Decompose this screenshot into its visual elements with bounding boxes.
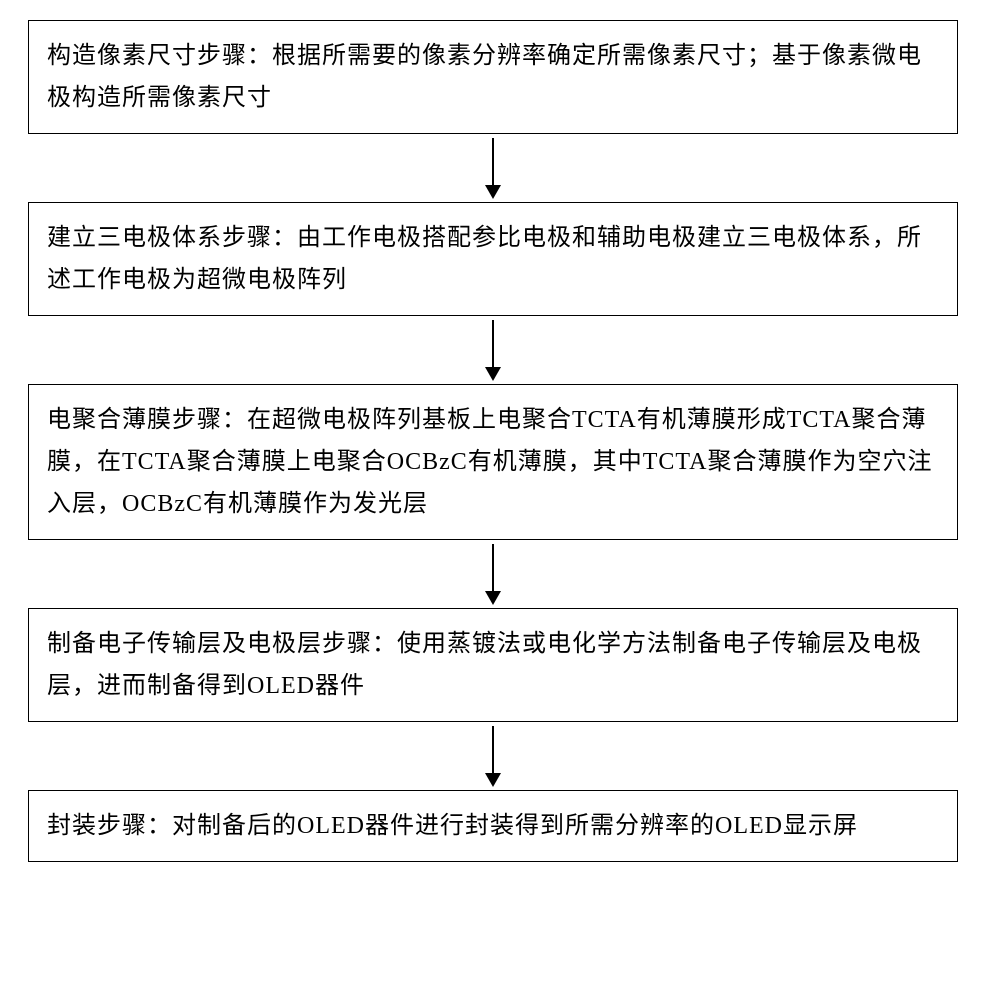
step-text: 建立三电极体系步骤：由工作电极搭配参比电极和辅助电极建立三电极体系，所述工作电极… xyxy=(47,225,922,293)
arrow-1 xyxy=(485,134,501,202)
arrow-3 xyxy=(485,540,501,608)
flowchart-container: 构造像素尺寸步骤：根据所需要的像素分辨率确定所需像素尺寸；基于像素微电极构造所需… xyxy=(28,20,958,862)
arrow-head-icon xyxy=(485,591,501,605)
arrow-line xyxy=(492,726,494,774)
arrow-line xyxy=(492,544,494,592)
flowchart-step-5: 封装步骤：对制备后的OLED器件进行封装得到所需分辨率的OLED显示屏 xyxy=(28,790,958,862)
arrow-head-icon xyxy=(485,773,501,787)
arrow-head-icon xyxy=(485,367,501,381)
arrow-4 xyxy=(485,722,501,790)
arrow-2 xyxy=(485,316,501,384)
flowchart-step-1: 构造像素尺寸步骤：根据所需要的像素分辨率确定所需像素尺寸；基于像素微电极构造所需… xyxy=(28,20,958,134)
flowchart-step-2: 建立三电极体系步骤：由工作电极搭配参比电极和辅助电极建立三电极体系，所述工作电极… xyxy=(28,202,958,316)
flowchart-step-3: 电聚合薄膜步骤：在超微电极阵列基板上电聚合TCTA有机薄膜形成TCTA聚合薄膜，… xyxy=(28,384,958,540)
step-text: 制备电子传输层及电极层步骤：使用蒸镀法或电化学方法制备电子传输层及电极层，进而制… xyxy=(47,631,922,699)
flowchart-step-4: 制备电子传输层及电极层步骤：使用蒸镀法或电化学方法制备电子传输层及电极层，进而制… xyxy=(28,608,958,722)
step-text: 封装步骤：对制备后的OLED器件进行封装得到所需分辨率的OLED显示屏 xyxy=(47,813,858,839)
arrow-line xyxy=(492,138,494,186)
step-text: 构造像素尺寸步骤：根据所需要的像素分辨率确定所需像素尺寸；基于像素微电极构造所需… xyxy=(47,43,922,111)
arrow-line xyxy=(492,320,494,368)
arrow-head-icon xyxy=(485,185,501,199)
step-text: 电聚合薄膜步骤：在超微电极阵列基板上电聚合TCTA有机薄膜形成TCTA聚合薄膜，… xyxy=(47,407,932,517)
